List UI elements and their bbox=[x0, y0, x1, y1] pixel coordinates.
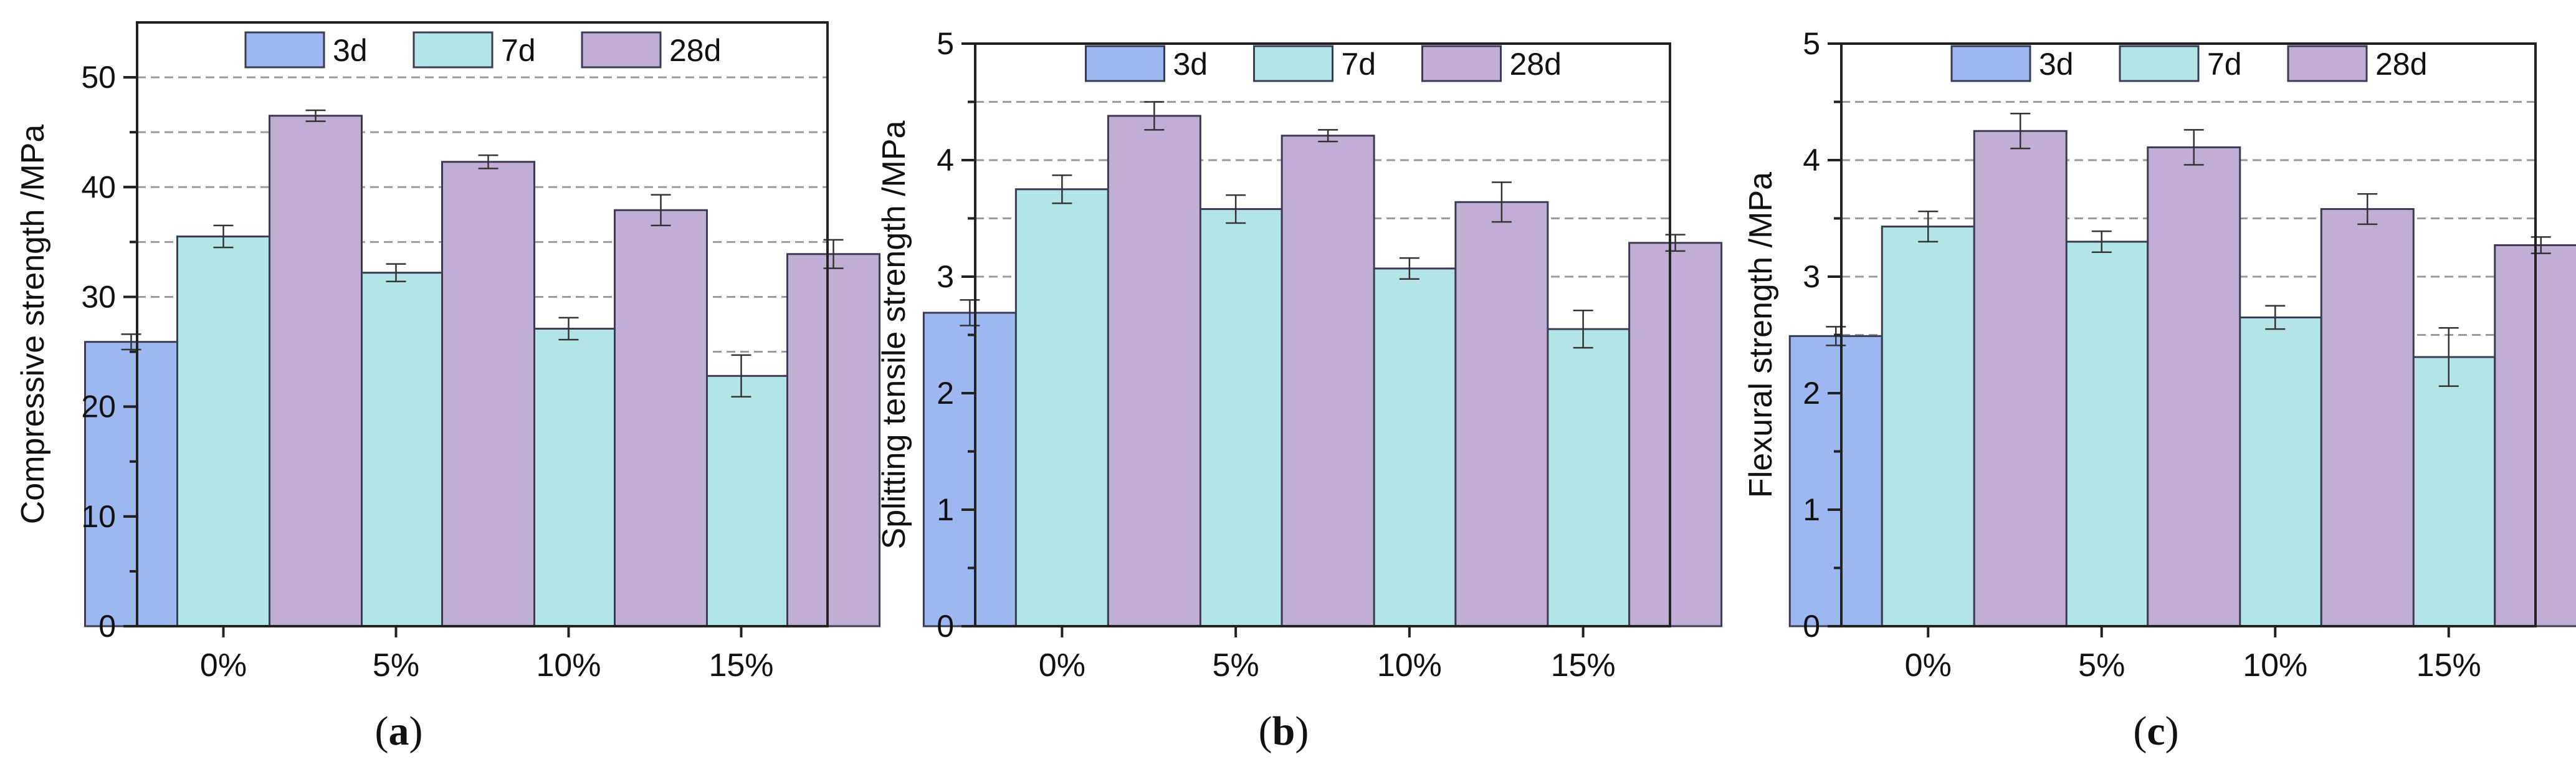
bar-7d-0% bbox=[1881, 226, 1975, 627]
panel-label-letter: a bbox=[389, 708, 409, 754]
y-tick-label: 3 bbox=[937, 259, 954, 294]
chart-panel-c: 0 1 2 3 4 5 0% 5% 10% 15% Flexural strength /MPa 3d… bbox=[1743, 26, 2576, 754]
bar-7d-10% bbox=[2228, 316, 2322, 627]
y-tick-label: 2 bbox=[937, 376, 954, 411]
bar-28d-5% bbox=[2147, 146, 2241, 627]
y-tick-label: 50 bbox=[81, 60, 116, 95]
y-tick-label: 10 bbox=[81, 499, 116, 534]
bar-28d-10% bbox=[614, 209, 708, 627]
x-tick-label: 0% bbox=[1039, 647, 1085, 684]
panel-label-letter: c bbox=[2147, 708, 2165, 754]
bar-28d-0% bbox=[269, 115, 363, 627]
bar-7d-15% bbox=[1536, 328, 1631, 627]
panel-label: (c) bbox=[2133, 708, 2178, 754]
bar-7d-10% bbox=[1362, 267, 1457, 627]
y-tick-label: 2 bbox=[1803, 376, 1820, 411]
legend-label: 28d bbox=[669, 33, 721, 68]
x-tick-label: 0% bbox=[200, 647, 247, 684]
panel-label: (b) bbox=[1259, 708, 1309, 754]
y-tick-label: 0 bbox=[1803, 609, 1820, 644]
legend-swatch-28d bbox=[2287, 45, 2368, 82]
panel-label-letter: b bbox=[1272, 708, 1295, 754]
bar-28d-10% bbox=[1454, 201, 1549, 627]
panel-label-open: ( bbox=[1259, 708, 1272, 754]
x-tick-label: 5% bbox=[2078, 647, 2125, 684]
legend-swatch-7d bbox=[2119, 45, 2200, 82]
legend-swatch-7d bbox=[1253, 45, 1333, 82]
legend-label: 28d bbox=[1510, 47, 1562, 82]
legend-swatch-7d bbox=[413, 31, 494, 69]
panel-label-close: ) bbox=[1295, 708, 1309, 754]
x-tick-label: 15% bbox=[1551, 647, 1616, 684]
x-tick-label: 10% bbox=[2243, 647, 2307, 684]
x-tick-label: 15% bbox=[708, 647, 773, 684]
y-tick-label: 0 bbox=[937, 609, 954, 644]
bar-28d-15% bbox=[1628, 242, 1723, 627]
y-tick-label: 4 bbox=[937, 143, 954, 178]
legend-label: 3d bbox=[1173, 47, 1208, 82]
x-tick-label: 0% bbox=[1905, 647, 1952, 684]
panel-label-open: ( bbox=[375, 708, 389, 754]
y-tick-label: 5 bbox=[1803, 26, 1820, 61]
y-tick-label: 1 bbox=[937, 492, 954, 527]
y-tick-label: 4 bbox=[1803, 143, 1820, 178]
bar-7d-15% bbox=[694, 374, 788, 627]
y-axis-title: Compressive strength /MPa bbox=[15, 125, 51, 525]
y-tick-label: 5 bbox=[937, 26, 954, 61]
legend-swatch-3d bbox=[1085, 45, 1165, 82]
bar-7d-15% bbox=[2402, 356, 2496, 627]
x-tick-label: 10% bbox=[1377, 647, 1442, 684]
bar-7d-0% bbox=[176, 236, 270, 627]
legend-label: 3d bbox=[2039, 47, 2074, 82]
bar-7d-5% bbox=[349, 272, 443, 627]
y-tick-label: 40 bbox=[81, 169, 116, 204]
bar-7d-5% bbox=[2054, 241, 2149, 627]
bar-28d-5% bbox=[1281, 135, 1375, 627]
bar-28d-15% bbox=[786, 253, 880, 627]
panel-label-open: ( bbox=[2133, 708, 2147, 754]
bar-28d-0% bbox=[1973, 130, 2068, 627]
bar-7d-0% bbox=[1014, 188, 1109, 627]
panel-label: (a) bbox=[375, 708, 423, 754]
y-tick-label: 1 bbox=[1803, 492, 1820, 527]
x-tick-label: 10% bbox=[536, 647, 601, 684]
legend-swatch-28d bbox=[581, 31, 662, 69]
bar-28d-10% bbox=[2320, 208, 2415, 627]
y-tick-label: 30 bbox=[81, 279, 116, 314]
legend-label: 7d bbox=[2207, 47, 2242, 82]
x-tick-label: 5% bbox=[1213, 647, 1259, 684]
panel-label-close: ) bbox=[2165, 708, 2179, 754]
bar-3d-0% bbox=[84, 341, 178, 627]
bar-28d-0% bbox=[1107, 115, 1201, 627]
legend-label: 7d bbox=[501, 33, 536, 68]
bar-28d-5% bbox=[441, 161, 535, 627]
bar-3d-0% bbox=[922, 312, 1017, 627]
plot-frame bbox=[136, 21, 829, 627]
legend-label: 7d bbox=[1342, 47, 1376, 82]
chart-panel-a: 0 10 20 30 40 50 0% 5% 10% 15% Compressive strengt… bbox=[15, 21, 880, 754]
y-tick-label: 0 bbox=[98, 609, 116, 644]
legend-swatch-28d bbox=[1421, 45, 1502, 82]
y-axis-title: Splitting tensile strength /MPa bbox=[876, 120, 912, 549]
y-tick-label: 20 bbox=[81, 389, 116, 424]
chart-panel-b: 0 1 2 3 4 5 0% 5% 10% 15% Splitting tensile streng… bbox=[876, 26, 1723, 754]
panel-label-close: ) bbox=[409, 708, 423, 754]
x-tick-label: 5% bbox=[373, 647, 419, 684]
legend-swatch-3d bbox=[1950, 45, 2031, 82]
bar-7d-10% bbox=[522, 328, 616, 627]
legend-swatch-3d bbox=[244, 31, 325, 69]
legend-label: 3d bbox=[333, 33, 368, 68]
x-tick-label: 15% bbox=[2416, 647, 2481, 684]
y-tick-label: 3 bbox=[1803, 259, 1820, 294]
y-axis-title: Flexural strength /MPa bbox=[1743, 172, 1779, 498]
legend-label: 28d bbox=[2375, 47, 2427, 82]
bar-7d-5% bbox=[1188, 208, 1283, 627]
